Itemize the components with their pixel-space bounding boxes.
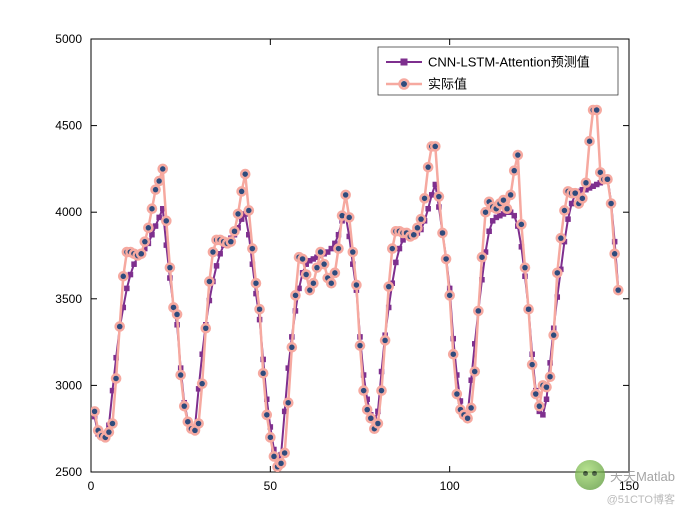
chart-container: 250030003500400045005000050100150CNN-LST… [0, 0, 700, 525]
watermark: 天天Matlab [575, 460, 675, 490]
watermark-text: 天天Matlab [610, 466, 675, 485]
svg-text:5000: 5000 [55, 32, 82, 46]
svg-text:4000: 4000 [55, 205, 82, 219]
svg-text:0: 0 [88, 479, 95, 493]
svg-text:实际值: 实际值 [428, 77, 467, 92]
svg-text:3500: 3500 [55, 292, 82, 306]
svg-text:50: 50 [264, 479, 278, 493]
svg-text:4500: 4500 [55, 119, 82, 133]
svg-text:CNN-LSTM-Attention预测值: CNN-LSTM-Attention预测值 [428, 55, 590, 70]
line-chart: 250030003500400045005000050100150CNN-LST… [0, 0, 700, 525]
watermark-sub: @51CTO博客 [607, 491, 675, 507]
wechat-icon [575, 460, 605, 490]
svg-text:2500: 2500 [55, 465, 82, 479]
svg-text:3000: 3000 [55, 378, 82, 392]
svg-text:100: 100 [440, 479, 460, 493]
